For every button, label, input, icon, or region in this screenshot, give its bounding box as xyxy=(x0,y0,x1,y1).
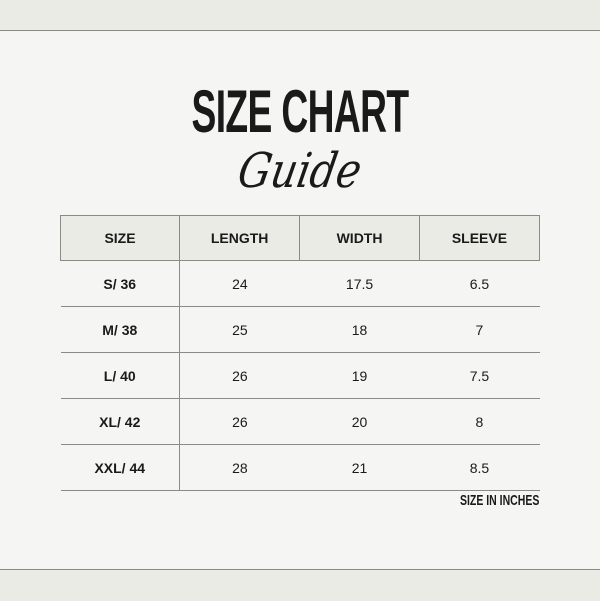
cell-length: 28 xyxy=(179,444,300,491)
header-sleeve: SLEEVE xyxy=(418,215,541,261)
table-row: L/ 40 26 19 7.5 xyxy=(60,352,540,399)
header-size: SIZE xyxy=(59,215,181,261)
bottom-band xyxy=(0,569,600,601)
cell-size: XL/ 42 xyxy=(60,398,181,445)
cell-sleeve: 7 xyxy=(419,306,540,353)
title-text: SIZE CHART xyxy=(191,78,410,145)
subtitle-text: Guide xyxy=(233,143,367,199)
units-note: SIZE IN INCHES xyxy=(426,492,539,509)
cell-sleeve: 8 xyxy=(419,398,540,445)
table-row: M/ 38 25 18 7 xyxy=(60,306,540,353)
page-title: SIZE CHART xyxy=(0,78,600,145)
cell-width: 19 xyxy=(299,352,420,399)
table-row: XL/ 42 26 20 8 xyxy=(60,398,540,445)
header-length: LENGTH xyxy=(179,215,301,261)
cell-length: 26 xyxy=(179,398,300,445)
cell-length: 25 xyxy=(179,306,300,353)
cell-length: 24 xyxy=(179,260,300,307)
cell-sleeve: 8.5 xyxy=(419,444,540,491)
size-table: SIZE LENGTH WIDTH SLEEVE S/ 36 24 17.5 6… xyxy=(59,215,541,491)
top-band xyxy=(0,0,600,31)
cell-width: 21 xyxy=(299,444,420,491)
script-subtitle: Guide xyxy=(0,143,600,199)
table-row: S/ 36 24 17.5 6.5 xyxy=(60,260,540,307)
table-header-row: SIZE LENGTH WIDTH SLEEVE xyxy=(59,215,541,261)
cell-length: 26 xyxy=(179,352,300,399)
cell-sleeve: 6.5 xyxy=(419,260,540,307)
cell-size: S/ 36 xyxy=(60,260,181,307)
cell-width: 20 xyxy=(299,398,420,445)
cell-size: L/ 40 xyxy=(60,352,181,399)
cell-sleeve: 7.5 xyxy=(419,352,540,399)
units-note-text: SIZE IN INCHES xyxy=(459,492,539,509)
table-row: XXL/ 44 28 21 8.5 xyxy=(60,444,540,491)
cell-width: 17.5 xyxy=(299,260,420,307)
cell-size: M/ 38 xyxy=(60,306,181,353)
cell-size: XXL/ 44 xyxy=(60,444,181,491)
header-width: WIDTH xyxy=(299,215,420,261)
cell-width: 18 xyxy=(299,306,420,353)
